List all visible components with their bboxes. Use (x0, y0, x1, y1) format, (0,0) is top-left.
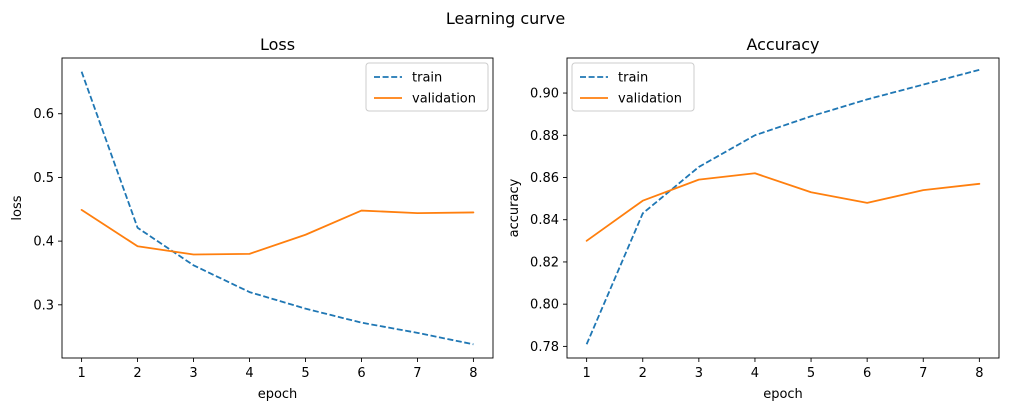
loss-x-tick-label: 7 (413, 366, 421, 381)
loss-series-train-line (80, 71, 474, 346)
accuracy-x-tick-label: 1 (582, 366, 590, 381)
figure-title: Learning curve (446, 9, 565, 28)
loss-x-tick-label: 1 (77, 366, 85, 381)
accuracy-y-tick-label: 0.86 (530, 171, 559, 186)
loss-chart: Loss 1 2 3 4 5 6 7 8 0.3 0.4 0.5 0.6 epoch loss train va… (10, 35, 494, 402)
accuracy-y-axis-label: accuracy (507, 178, 522, 237)
accuracy-y-tick-label: 0.90 (530, 87, 559, 102)
accuracy-y-tick-label: 0.82 (530, 255, 559, 270)
accuracy-y-tick-label: 0.80 (530, 298, 559, 313)
loss-plot-frame (61, 57, 494, 359)
loss-y-tick-label: 0.5 (33, 171, 54, 186)
loss-chart-title: Loss (260, 35, 295, 54)
accuracy-series-validation-line (585, 172, 981, 242)
accuracy-x-axis-label: epoch (763, 387, 803, 402)
loss-y-axis-label: loss (10, 195, 25, 220)
accuracy-x-tick-label: 4 (751, 366, 759, 381)
accuracy-chart-title: Accuracy (746, 35, 819, 54)
loss-y-tick-label: 0.4 (33, 235, 54, 250)
accuracy-legend-box (571, 62, 695, 112)
accuracy-x-tick-label: 7 (919, 366, 927, 381)
loss-x-tick-label: 4 (245, 366, 253, 381)
loss-series-validation-line (80, 209, 475, 256)
accuracy-y-tick-label: 0.78 (530, 340, 559, 355)
accuracy-legend-label-train: train (618, 71, 648, 86)
accuracy-y-tick-label: 0.88 (530, 129, 559, 144)
loss-legend: train validation (365, 62, 489, 112)
loss-x-tick-label: 8 (469, 366, 477, 381)
loss-x-axis-label: epoch (258, 387, 298, 402)
loss-y-tick-label: 0.3 (33, 298, 54, 313)
loss-x-tick-label: 2 (133, 366, 141, 381)
accuracy-x-tick-label: 6 (863, 366, 871, 381)
loss-legend-box (365, 62, 489, 112)
accuracy-chart: Accuracy 1 2 3 4 5 6 7 8 0.78 0.80 0.82 0.84 0.86 0.88… (507, 35, 1000, 402)
accuracy-x-tick-label: 2 (639, 366, 647, 381)
accuracy-y-tick-label: 0.84 (530, 213, 559, 228)
accuracy-x-tick-label: 5 (807, 366, 815, 381)
accuracy-x-tick-label: 8 (975, 366, 983, 381)
loss-x-tick-label: 6 (357, 366, 365, 381)
loss-x-tick-label: 3 (189, 366, 197, 381)
accuracy-plot-frame (566, 57, 1000, 359)
accuracy-x-tick-label: 3 (695, 366, 703, 381)
accuracy-legend-label-validation: validation (618, 92, 682, 107)
loss-x-tick-label: 5 (301, 366, 309, 381)
loss-legend-label-train: train (412, 71, 442, 86)
accuracy-legend: train validation (571, 62, 695, 112)
loss-y-tick-label: 0.6 (33, 107, 54, 122)
loss-legend-label-validation: validation (412, 92, 476, 107)
